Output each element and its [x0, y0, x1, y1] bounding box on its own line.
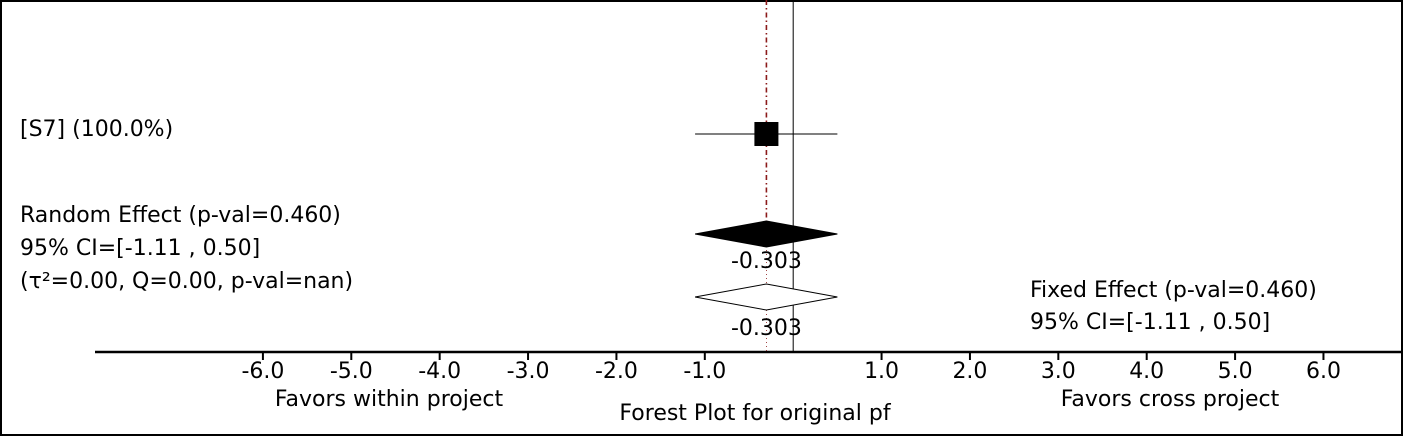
- x-tick-label: -3.0: [507, 359, 550, 384]
- random-effect-diamond: [694, 220, 838, 248]
- random-effect-summary: Random Effect (p-val=0.460) 95% CI=[-1.11…: [20, 203, 353, 294]
- x-tick-label: -2.0: [595, 359, 638, 384]
- random-effect-value: -0.303: [731, 249, 802, 274]
- x-tick-label: -5.0: [330, 359, 373, 384]
- random-effect-line: Random Effect (p-val=0.460): [20, 203, 341, 228]
- chart-title: Forest Plot for original pf: [619, 401, 891, 426]
- x-tick-label: 4.0: [1129, 359, 1164, 384]
- fixed-effect-summary: Fixed Effect (p-val=0.460) 95% CI=[-1.11 …: [1030, 278, 1317, 335]
- x-tick-label: 1.0: [864, 359, 899, 384]
- random-effect-line: 95% CI=[-1.11 , 0.50]: [20, 236, 260, 261]
- x-ticks: -6.0 -5.0 -4.0 -3.0 -2.0 -1.0 1.0 2.0 3.0 4.0 5.0 6…: [241, 352, 1341, 384]
- x-tick-label: 3.0: [1041, 359, 1076, 384]
- x-tick-label: 2.0: [952, 359, 987, 384]
- fixed-effect-diamond: [694, 283, 838, 311]
- x-label-right: Favors cross project: [1061, 387, 1280, 412]
- x-tick-label: 5.0: [1218, 359, 1253, 384]
- x-label-left: Favors within project: [275, 387, 504, 412]
- study-rows: [S7] (100.0%): [20, 117, 838, 146]
- study-label: [S7] (100.0%): [20, 117, 173, 142]
- x-tick-label: -4.0: [418, 359, 461, 384]
- fixed-effect-line: 95% CI=[-1.11 , 0.50]: [1030, 310, 1270, 335]
- fixed-effect-line: Fixed Effect (p-val=0.460): [1030, 278, 1317, 303]
- study-effect-marker: [754, 122, 779, 146]
- random-effect-line: (τ²=0.00, Q=0.00, p-val=nan): [20, 269, 353, 294]
- x-tick-label: -1.0: [683, 359, 726, 384]
- x-tick-label: 6.0: [1306, 359, 1341, 384]
- fixed-effect-value: -0.303: [731, 316, 802, 341]
- x-tick-label: -6.0: [241, 359, 284, 384]
